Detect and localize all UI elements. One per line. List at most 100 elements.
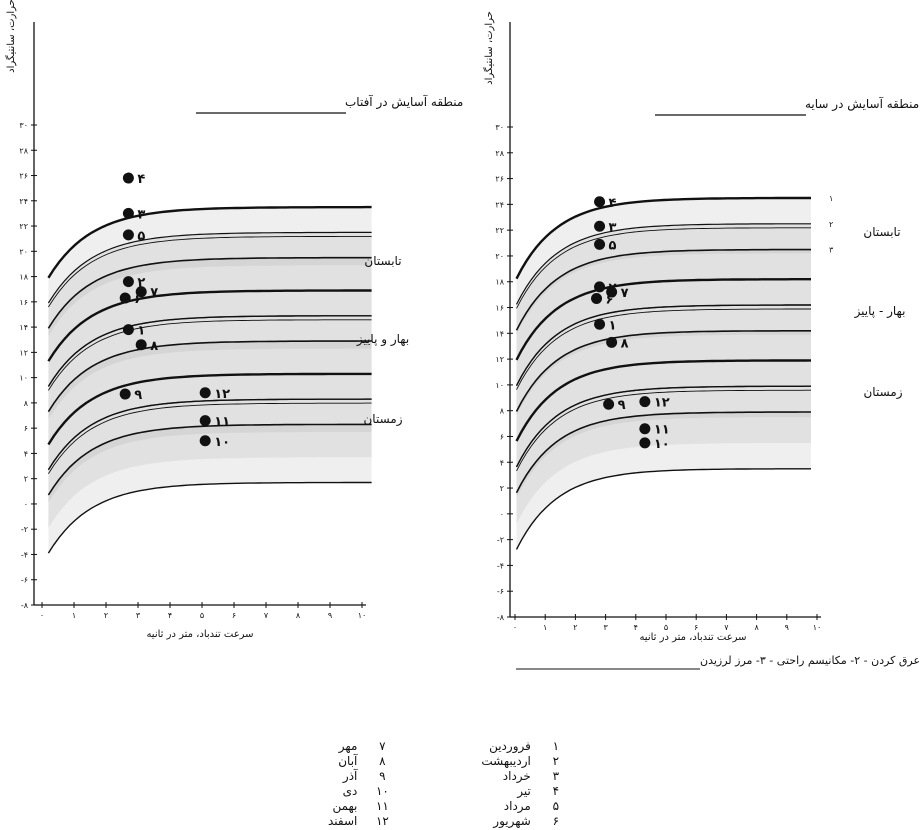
month-num: ۸: [379, 754, 386, 768]
month-name: مهر: [338, 739, 358, 753]
y-tick-label: ۲۴: [19, 197, 28, 206]
month-point-label: ۱۱: [214, 415, 230, 430]
comfort-curve-inner: [48, 235, 372, 308]
y-tick-label: ۲۸: [19, 146, 28, 155]
comfort-curve-upper: [515, 248, 811, 331]
month-point: [594, 281, 606, 293]
y-tick-label: ۲: [500, 484, 504, 493]
comfort-band-shading: [516, 223, 811, 360]
x-tick-label: ۱: [72, 611, 76, 620]
month-name: خرداد: [502, 769, 531, 783]
month-point: [122, 276, 134, 288]
month-point: [122, 324, 134, 336]
x-tick-label: ۹: [328, 611, 332, 620]
y-tick-label: -۸: [21, 601, 29, 610]
month-point-label: ۷: [150, 286, 158, 301]
comfort-curve-lower: [47, 481, 372, 554]
month-point: [199, 435, 211, 447]
x-axis: ۰ ۱ ۲ ۳ ۴ ۵ ۶ ۷ ۸ ۹ ۱۰: [510, 614, 821, 632]
y-tick-label: ۲۶: [495, 175, 504, 184]
y-tick-label: ۰: [24, 500, 28, 509]
month-name: اسفند: [328, 814, 358, 828]
zone-label-summer: تابستان: [863, 225, 900, 239]
y-tick-label: ۱۰: [495, 381, 504, 390]
month-num: ۴: [552, 784, 560, 798]
x-tick-label: ۷: [264, 611, 269, 620]
month-point: [199, 415, 211, 427]
y-tick-label: -۶: [497, 587, 504, 596]
zone-shading: [516, 198, 811, 550]
comfort-band-shading: [48, 290, 372, 420]
comfort-band-shading: [48, 232, 372, 362]
comfort-band-shading: [516, 249, 811, 386]
x-tick-label: ۵: [664, 623, 668, 632]
y-tick-label: ۴: [500, 458, 504, 467]
month-point-label: ۱۲: [214, 387, 230, 402]
comfort-curve-upper: [47, 423, 372, 496]
x-axis: ۰ ۱ ۲ ۳ ۴ ۵ ۶ ۷ ۸ ۹ ۱۰: [34, 602, 366, 620]
y-tick-label: ۲۰: [19, 247, 28, 256]
zone-shading: [48, 207, 372, 554]
curve-numbers: ۱ ۲ ۳: [829, 194, 834, 255]
month-num: ۳: [552, 769, 560, 783]
x-tick-label: ۸: [296, 611, 301, 620]
month-num: ۹: [379, 769, 386, 783]
y-tick-label: -۲: [497, 536, 504, 545]
month-point-label: ۵: [609, 238, 617, 253]
x-tick-label: ۶: [232, 611, 236, 620]
comfort-band-shading: [516, 279, 811, 416]
curve-number: ۲: [829, 220, 833, 229]
y-tick-label: ۱۲: [19, 348, 28, 357]
zone-label-spring-autumn: بهار - پاییز: [854, 304, 906, 319]
month-point: [639, 423, 651, 435]
y-tick-label: ۲۸: [495, 149, 504, 158]
month-point: [122, 207, 134, 219]
month-name: آبان: [338, 754, 358, 768]
month-point-label: ۴: [137, 172, 145, 187]
zone-label-winter: زمستان: [363, 412, 402, 427]
month-point-label: ۱: [609, 318, 617, 333]
y-tick-label: -۸: [497, 613, 505, 622]
month-num: ۵: [552, 799, 560, 813]
x-tick-label: ۰: [513, 623, 517, 632]
y-tick-label: -۲: [21, 525, 28, 534]
y-tick-label: ۱۴: [495, 329, 504, 338]
footnote: ۱- مرز عرق کردن - ۲- مکانیسم راحتی - ۳- …: [700, 654, 922, 667]
month-point: [594, 238, 606, 250]
comfort-band-shading: [516, 198, 811, 335]
month-name: بهمن: [332, 799, 358, 813]
zone-label-winter: زمستان: [863, 385, 902, 400]
y-tick-label: ۱۸: [19, 273, 28, 282]
month-point-label: ۹: [618, 398, 626, 413]
month-point-label: ۲: [137, 276, 145, 291]
x-tick-label: ۸: [754, 623, 759, 632]
y-tick-label: ۶: [24, 424, 28, 433]
comfort-curve-upper: [47, 372, 372, 446]
chart-title: منطقه آسایش در سایه: [805, 96, 919, 112]
month-point-label: ۸: [150, 339, 158, 354]
month-point-label: ۹: [134, 388, 142, 403]
comfort-curve-upper: [47, 315, 372, 387]
y-tick-label: ۲۴: [495, 200, 504, 209]
comfort-curve-upper: [47, 289, 372, 362]
y-tick-label: ۴: [24, 449, 28, 458]
y-axis-label: حرارت، سانتیگراد: [483, 11, 495, 85]
month-name: آذر: [342, 769, 358, 783]
y-tick-label: -۴: [497, 561, 504, 570]
comfort-curve-upper: [515, 223, 811, 305]
comfort-curve-upper: [47, 231, 372, 304]
x-tick-label: ۰: [40, 611, 44, 620]
comfort-band-shading: [48, 424, 372, 554]
comfort-band-shading: [48, 399, 372, 528]
y-tick-label: ۱۶: [495, 304, 504, 313]
comfort-curve-inner: [48, 319, 372, 391]
x-tick-label: ۵: [200, 611, 204, 620]
month-point-label: ۶: [134, 292, 142, 307]
y-tick-label: ۰: [500, 510, 504, 519]
